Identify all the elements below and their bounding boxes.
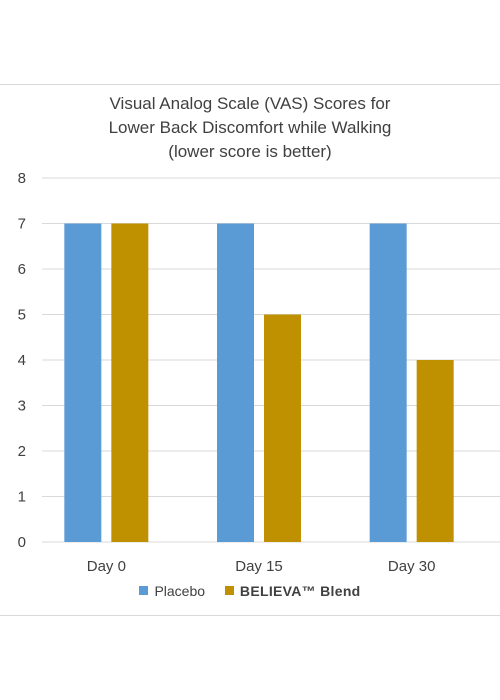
chart-title-line-3: (lower score is better) xyxy=(168,142,332,161)
bar-believa-day-0 xyxy=(111,223,149,542)
y-tick-label-7: 7 xyxy=(18,216,26,233)
legend: Placebo BELIEVA™ Blend xyxy=(0,582,500,599)
y-tick-label-2: 2 xyxy=(18,443,26,460)
bar-believa-day-15 xyxy=(264,314,301,542)
y-tick-label-4: 4 xyxy=(18,352,26,369)
y-tick-label-3: 3 xyxy=(18,398,26,415)
y-tick-label-8: 8 xyxy=(18,170,26,187)
y-tick-label-0: 0 xyxy=(18,534,26,551)
bars xyxy=(64,223,454,542)
y-axis-ticks: 0 1 2 3 4 5 6 7 8 xyxy=(18,170,26,551)
legend-label-believa: BELIEVA™ Blend xyxy=(239,582,361,599)
y-tick-label-1: 1 xyxy=(18,489,26,506)
legend-label-placebo: Placebo xyxy=(154,582,206,599)
x-tick-label-day-0: Day 0 xyxy=(87,558,126,575)
y-tick-label-6: 6 xyxy=(18,261,26,278)
y-tick-label-5: 5 xyxy=(18,307,26,324)
x-tick-label-day-15: Day 15 xyxy=(235,558,283,575)
chart-title: Visual Analog Scale (VAS) Scores for Low… xyxy=(0,92,500,164)
bar-believa-day-30 xyxy=(416,360,454,542)
x-tick-label-day-30: Day 30 xyxy=(388,558,436,575)
legend-swatch-believa xyxy=(224,586,234,595)
chart-title-line-2: Lower Back Discomfort while Walking xyxy=(108,118,392,137)
bar-placebo-day-30 xyxy=(369,223,407,542)
legend-item-believa: BELIEVA™ Blend xyxy=(224,582,361,599)
chart-title-line-1: Visual Analog Scale (VAS) Scores for xyxy=(109,94,391,113)
legend-item-placebo: Placebo xyxy=(139,583,205,599)
bar-placebo-day-0 xyxy=(64,223,102,542)
bar-placebo-day-15 xyxy=(217,223,254,542)
legend-swatch-placebo xyxy=(139,586,149,595)
chart-frame xyxy=(0,84,500,616)
x-axis-ticks: Day 0 Day 15 Day 30 xyxy=(87,558,436,575)
